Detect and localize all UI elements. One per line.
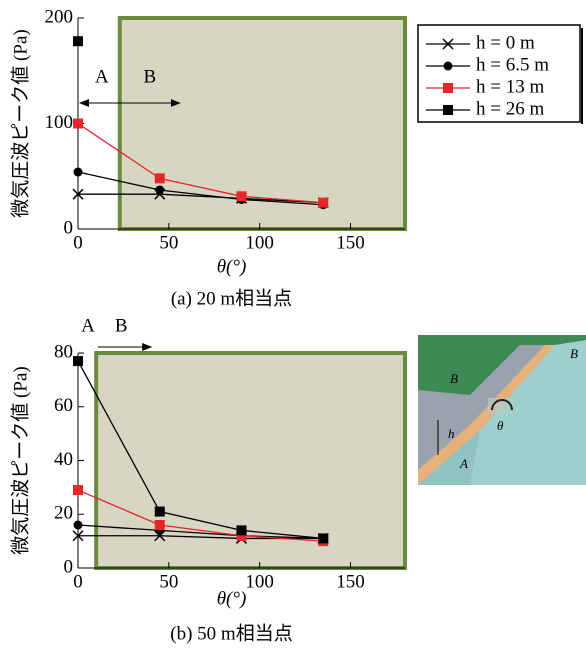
y-tick-label: 60: [54, 395, 73, 416]
inset-image: [418, 335, 586, 485]
y-tick-label: 100: [45, 112, 74, 133]
legend-label: h = 6.5 m: [476, 54, 549, 75]
marker: [73, 485, 83, 496]
marker: [443, 83, 453, 93]
x-axis-label: θ(°): [217, 588, 247, 609]
x-axis-label: θ(°): [217, 256, 247, 277]
inset-label: B: [450, 371, 458, 386]
marker: [154, 520, 165, 530]
series-line: [77, 122, 324, 204]
marker: [155, 185, 165, 195]
marker: [73, 36, 83, 47]
chart-title: (b) 50 m相当点: [170, 622, 292, 644]
x-tick-label: 100: [245, 232, 274, 253]
annotation: B: [115, 315, 128, 336]
y-tick-label: 0: [64, 217, 74, 238]
inset-label: h: [448, 426, 455, 441]
y-tick-label: 20: [54, 503, 73, 524]
marker: [73, 520, 83, 530]
marker: [236, 191, 247, 202]
marker: [318, 197, 329, 208]
marker: [73, 118, 83, 129]
series-line: [78, 193, 324, 204]
marker: [236, 530, 247, 541]
y-axis-label: 微気圧波ピーク値 (Pa): [9, 29, 31, 217]
series-line: [77, 171, 324, 206]
marker: [73, 167, 83, 177]
inset-label: B: [570, 346, 578, 361]
x-tick-label: 150: [336, 571, 365, 592]
marker: [72, 188, 84, 200]
x-tick-label: 50: [159, 232, 178, 253]
annotation: A: [95, 66, 109, 87]
annotation: A: [81, 315, 95, 336]
marker: [443, 105, 453, 115]
x-tick-label: 0: [73, 571, 83, 592]
marker: [72, 530, 84, 542]
marker: [73, 356, 83, 367]
legend-label: h = 13 m: [476, 76, 544, 97]
marker: [442, 38, 454, 50]
series-line: [77, 360, 324, 540]
inset-label: θ: [497, 418, 504, 433]
x-tick-label: 100: [245, 571, 274, 592]
y-tick-label: 0: [64, 556, 74, 577]
marker: [154, 173, 165, 184]
series-line: [77, 489, 324, 542]
marker: [443, 61, 453, 71]
x-tick-label: 50: [159, 571, 178, 592]
x-tick-label: 0: [73, 232, 83, 253]
annotation: B: [143, 66, 156, 87]
marker: [236, 525, 247, 536]
region-b: [94, 351, 408, 570]
y-tick-label: 40: [54, 449, 73, 470]
y-axis-label: 微気圧波ピーク値 (Pa): [9, 366, 31, 554]
marker: [318, 533, 329, 544]
series-line: [77, 524, 324, 540]
x-tick-label: 150: [336, 232, 365, 253]
legend-label: h = 0 m: [476, 32, 535, 53]
y-tick-label: 80: [54, 341, 73, 362]
legend-label: h = 26 m: [476, 98, 544, 119]
marker: [154, 506, 165, 517]
inset-label: A: [459, 456, 468, 471]
chart-title: (a) 20 m相当点: [171, 287, 292, 309]
y-tick-label: 200: [45, 6, 74, 27]
